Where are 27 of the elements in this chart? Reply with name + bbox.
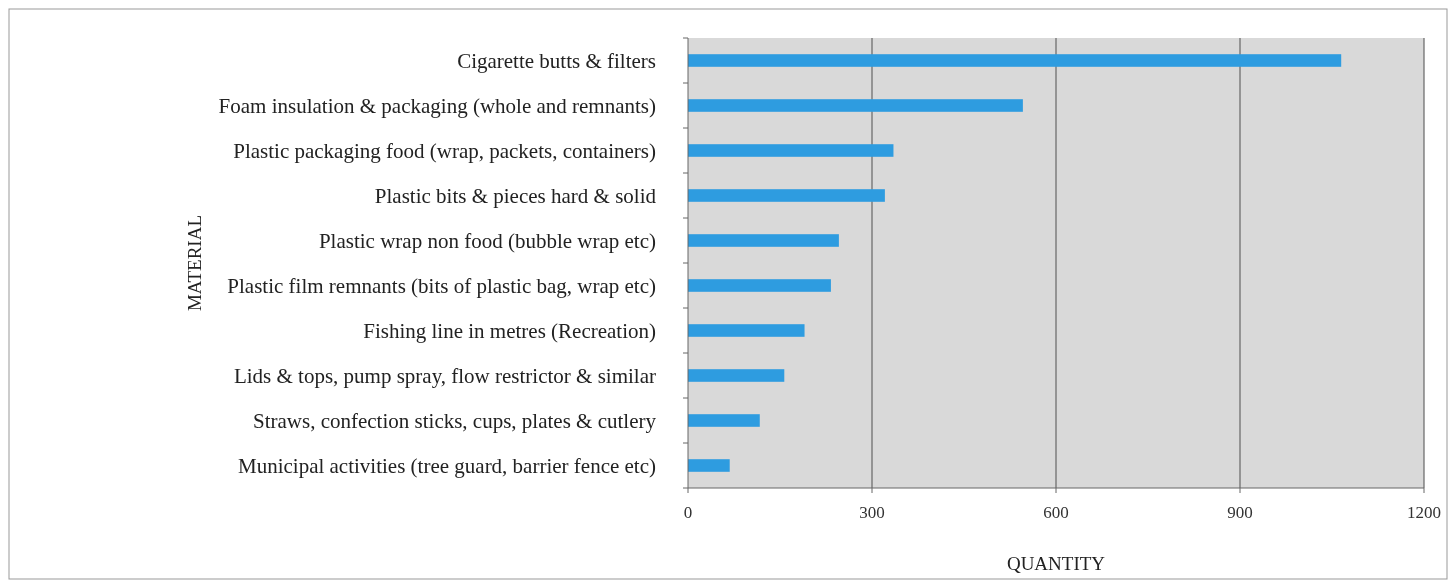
bar	[688, 459, 730, 472]
x-tick-label: 600	[1043, 503, 1069, 522]
bar	[688, 324, 805, 337]
y-tick-label: Fishing line in metres (Recreation)	[363, 318, 656, 343]
y-tick-label: Straws, confection sticks, cups, plates & cutlery	[253, 408, 657, 433]
bar	[688, 279, 831, 292]
bar	[688, 189, 885, 202]
bar	[688, 414, 760, 427]
y-tick-label: Foam insulation & packaging (whole and remnants)	[218, 93, 656, 118]
y-tick-label: Plastic wrap non food (bubble wrap etc)	[318, 228, 656, 253]
x-axis-title: QUANTITY	[1006, 553, 1106, 574]
x-tick-label: 0	[683, 503, 693, 522]
x-tick-label: 300	[859, 503, 885, 522]
y-axis-title: MATERIAL	[183, 214, 205, 312]
x-tick-label: 1200	[1407, 503, 1441, 522]
bar	[688, 234, 839, 247]
y-tick-label: Plastic packaging food (wrap, packets, containers)	[233, 138, 656, 163]
y-tick-label: Municipal activities (tree guard, barrier fence etc)	[237, 453, 657, 478]
bar	[688, 54, 1342, 67]
y-tick-label: Plastic film remnants (bits of plastic bag, wrap etc)	[227, 273, 656, 298]
x-tick-label: 900	[1227, 503, 1253, 522]
bar	[688, 144, 894, 157]
y-tick-label: Cigarette butts & filters	[457, 48, 656, 73]
bar	[688, 99, 1023, 112]
y-tick-label: Lids & tops, pump spray, flow restrictor & similar	[233, 363, 656, 388]
y-tick-label: Plastic bits & pieces hard & solid	[374, 183, 657, 208]
bar	[688, 369, 785, 382]
